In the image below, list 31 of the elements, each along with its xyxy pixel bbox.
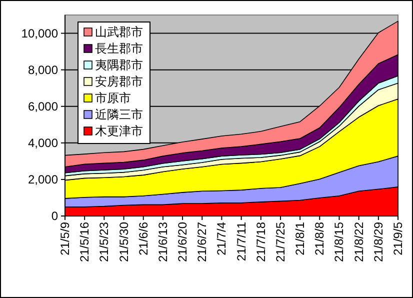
y-tick-label: 8,000: [28, 63, 58, 78]
legend-label: 安房郡市: [95, 74, 143, 89]
x-tick-label: 21/7/11: [234, 222, 248, 262]
x-tick-label: 21/6/13: [156, 222, 170, 262]
x-tick-label: 21/6/27: [195, 222, 210, 262]
x-tick-label: 21/5/23: [97, 222, 112, 262]
x-tick-label: 21/7/25: [273, 222, 288, 262]
y-tick-label: 4,000: [28, 136, 58, 150]
x-tick-label: 21/8/1: [293, 222, 308, 256]
legend-label: 木更津市: [95, 124, 143, 138]
legend-label: 近隣三市: [95, 108, 143, 122]
x-tick-label: 21/8/8: [312, 222, 327, 256]
y-tick-label: 2,000: [28, 172, 58, 187]
legend-label: 市原市: [95, 91, 131, 106]
legend-label: 長生郡市: [95, 42, 143, 56]
y-tick-label: 10,000: [21, 26, 58, 40]
legend-label: 夷隅郡市: [95, 58, 143, 72]
x-tick-label: 21/5/9: [58, 222, 72, 256]
legend-label: 山武郡市: [95, 25, 143, 40]
x-tick-label: 21/5/30: [116, 222, 131, 262]
x-tick-label: 21/5/16: [78, 222, 92, 262]
x-tick-label: 21/8/29: [371, 222, 386, 262]
x-tick-label: 21/6/6: [136, 222, 150, 256]
x-tick-label: 21/8/15: [332, 222, 346, 262]
x-tick-label: 21/6/20: [176, 222, 190, 262]
y-tick-label: 0: [51, 209, 58, 224]
y-tick-label: 6,000: [28, 100, 58, 114]
x-tick-label: 21/7/18: [254, 222, 268, 262]
x-tick-label: 21/8/22: [352, 222, 366, 262]
x-tick-label: 21/7/4: [214, 222, 229, 256]
x-tick-label: 21/9/5: [391, 222, 405, 256]
